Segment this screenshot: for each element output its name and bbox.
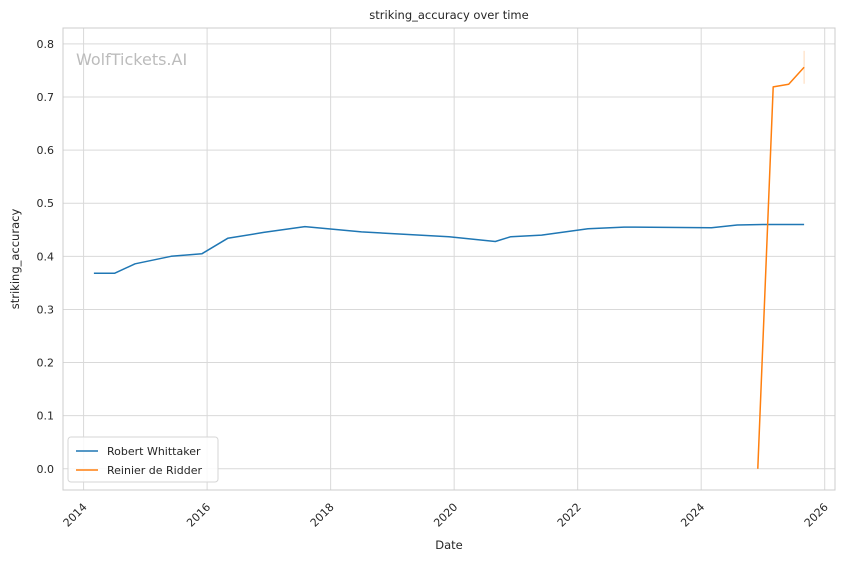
legend-label-reinier-de-ridder: Reinier de Ridder [107, 464, 202, 477]
x-tick-label: 2024 [678, 501, 707, 530]
y-tick-label: 0.0 [37, 463, 55, 476]
y-tick-label: 0.1 [37, 410, 55, 423]
x-tick-label: 2018 [308, 501, 337, 530]
x-tick-label: 2022 [555, 501, 584, 530]
y-tick-label: 0.4 [37, 250, 55, 263]
y-tick-label: 0.3 [37, 303, 55, 316]
y-tick-label: 0.7 [37, 91, 55, 104]
legend: Robert Whittaker Reinier de Ridder [67, 436, 219, 483]
y-tick-label: 0.8 [37, 38, 55, 51]
y-axis-label: striking_accuracy [8, 209, 22, 310]
y-tick-label: 0.2 [37, 357, 55, 370]
legend-label-robert-whittaker: Robert Whittaker [107, 445, 201, 458]
x-axis-label: Date [435, 538, 463, 552]
x-tick-label: 2014 [61, 501, 90, 530]
x-tick-label: 2026 [802, 501, 831, 530]
y-tick-label: 0.6 [37, 144, 55, 157]
series-line-reinier-de-ridder [757, 66, 805, 469]
watermark-text: WolfTickets.AI [76, 50, 187, 69]
x-tick-label: 2020 [431, 501, 460, 530]
grid-lines [63, 28, 835, 490]
y-tick-label: 0.5 [37, 197, 55, 210]
plot-frame [62, 27, 836, 491]
x-tick-label: 2016 [184, 501, 213, 530]
series-line-robert-whittaker [93, 223, 805, 275]
chart-title: striking_accuracy over time [369, 8, 528, 22]
series-layer [93, 50, 805, 469]
legend-box [67, 436, 219, 483]
